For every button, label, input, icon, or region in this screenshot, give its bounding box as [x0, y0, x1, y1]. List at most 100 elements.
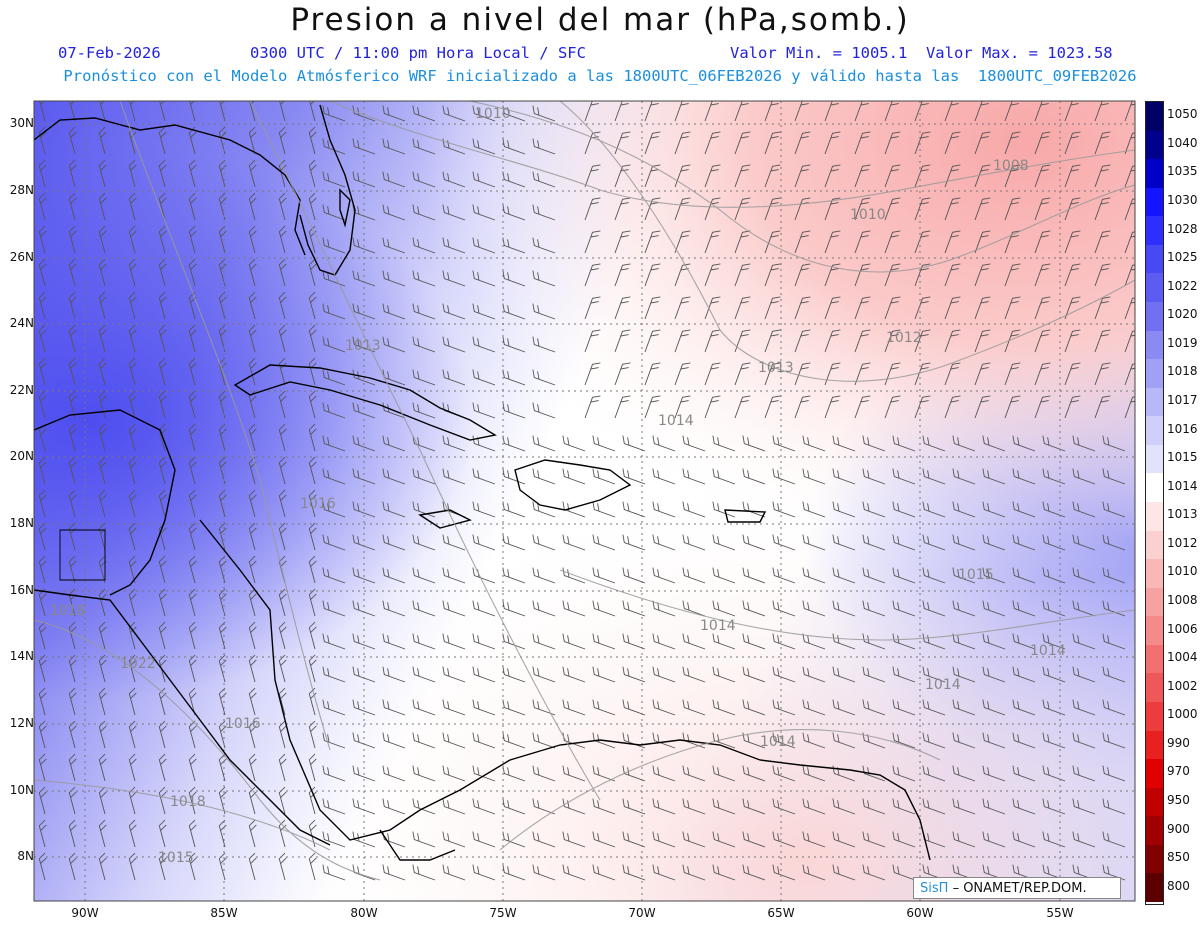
wind-barb — [914, 230, 931, 254]
wind-barb — [1042, 798, 1066, 815]
wind-barb — [129, 101, 136, 122]
wind-barb — [1034, 296, 1051, 320]
legend-swatch — [1146, 873, 1163, 903]
wind-barb — [218, 225, 227, 254]
wind-barb — [532, 864, 556, 881]
wind-barb — [884, 296, 901, 320]
wind-barb — [352, 138, 376, 155]
wind-barb — [532, 270, 556, 287]
wind-barb — [188, 720, 197, 749]
wind-barb — [68, 555, 77, 584]
lat-tick-label: 28N — [9, 183, 34, 197]
wind-barb — [412, 435, 436, 452]
wind-barb — [472, 501, 496, 518]
wind-barb — [944, 395, 961, 419]
legend-swatch — [1146, 359, 1163, 389]
wind-barb — [128, 588, 137, 617]
wind-barb — [674, 230, 691, 254]
wind-barb — [1004, 362, 1021, 386]
wind-barb — [892, 831, 916, 848]
wind-barb — [38, 753, 47, 782]
wind-barb — [128, 126, 137, 155]
wind-barb — [802, 468, 826, 485]
legend-swatch — [1146, 559, 1163, 589]
wind-barb — [412, 204, 436, 221]
wind-barb — [1094, 101, 1109, 122]
lon-tick-label: 70W — [628, 906, 656, 920]
wind-barb — [98, 621, 107, 650]
wind-barb — [158, 852, 167, 881]
wind-barb — [734, 263, 751, 287]
wind-barb — [188, 555, 197, 584]
wind-barb — [472, 303, 496, 320]
wind-barb — [922, 534, 946, 551]
wind-barb — [1004, 164, 1021, 188]
wind-barb — [1102, 633, 1126, 650]
wind-barb — [832, 600, 856, 617]
wind-barb — [922, 435, 946, 452]
wind-barb — [68, 852, 77, 881]
wind-barb — [1012, 633, 1036, 650]
wind-barb — [832, 666, 856, 683]
wind-barb — [1004, 197, 1021, 221]
wind-barb — [712, 567, 736, 584]
wind-barb — [1042, 435, 1066, 452]
wind-barb — [862, 864, 886, 881]
lat-tick-label: 24N — [9, 316, 34, 330]
wind-barb — [1042, 534, 1066, 551]
wind-barb — [712, 864, 736, 881]
wind-barb — [1004, 329, 1021, 353]
wind-barb — [248, 621, 257, 650]
contour-label: 1014 — [658, 413, 694, 429]
wind-barb — [472, 765, 496, 782]
wind-barb — [382, 501, 406, 518]
wind-barb — [322, 204, 346, 221]
legend-level-label: 1017 — [1167, 393, 1198, 407]
wind-barb — [742, 831, 766, 848]
wind-barb — [278, 786, 287, 815]
wind-barb — [652, 633, 676, 650]
wind-barb — [944, 230, 961, 254]
wind-barb — [892, 798, 916, 815]
wind-barb — [532, 765, 556, 782]
wind-barb — [308, 291, 317, 320]
wind-barb — [652, 567, 676, 584]
wind-barb — [352, 171, 376, 188]
wind-barb — [644, 131, 661, 155]
legend-swatch — [1146, 816, 1163, 846]
map-title: Presion a nivel del mar (hPa,somb.) — [290, 2, 910, 38]
wind-barb — [38, 357, 47, 386]
wind-barb — [682, 798, 706, 815]
wind-barb — [308, 390, 317, 419]
wind-barb — [1102, 666, 1126, 683]
wind-barb — [764, 263, 781, 287]
wind-barb — [1072, 534, 1096, 551]
wind-barb — [532, 501, 556, 518]
wind-barb — [1064, 131, 1081, 155]
wind-barb — [644, 362, 661, 386]
wind-barb — [98, 291, 107, 320]
wind-barb — [614, 395, 631, 419]
wind-barb — [622, 798, 646, 815]
wind-barb — [1102, 567, 1126, 584]
wind-barb — [622, 831, 646, 848]
wind-barb — [308, 225, 317, 254]
wind-barb — [68, 819, 77, 848]
wind-barb — [158, 126, 167, 155]
wind-barb — [308, 720, 317, 749]
wind-barb — [592, 501, 616, 518]
wind-barb — [278, 489, 287, 518]
wind-barb — [772, 765, 796, 782]
wind-barb — [614, 362, 631, 386]
wind-barb — [854, 329, 871, 353]
contour-label: 1013 — [345, 338, 381, 354]
wind-barb — [652, 699, 676, 716]
wind-barb — [98, 159, 107, 188]
wind-barb — [1034, 263, 1051, 287]
wind-barb — [862, 666, 886, 683]
wind-barb — [98, 225, 107, 254]
wind-barb — [734, 296, 751, 320]
wind-barb — [682, 666, 706, 683]
wind-barb — [442, 270, 466, 287]
wind-barb — [614, 296, 631, 320]
